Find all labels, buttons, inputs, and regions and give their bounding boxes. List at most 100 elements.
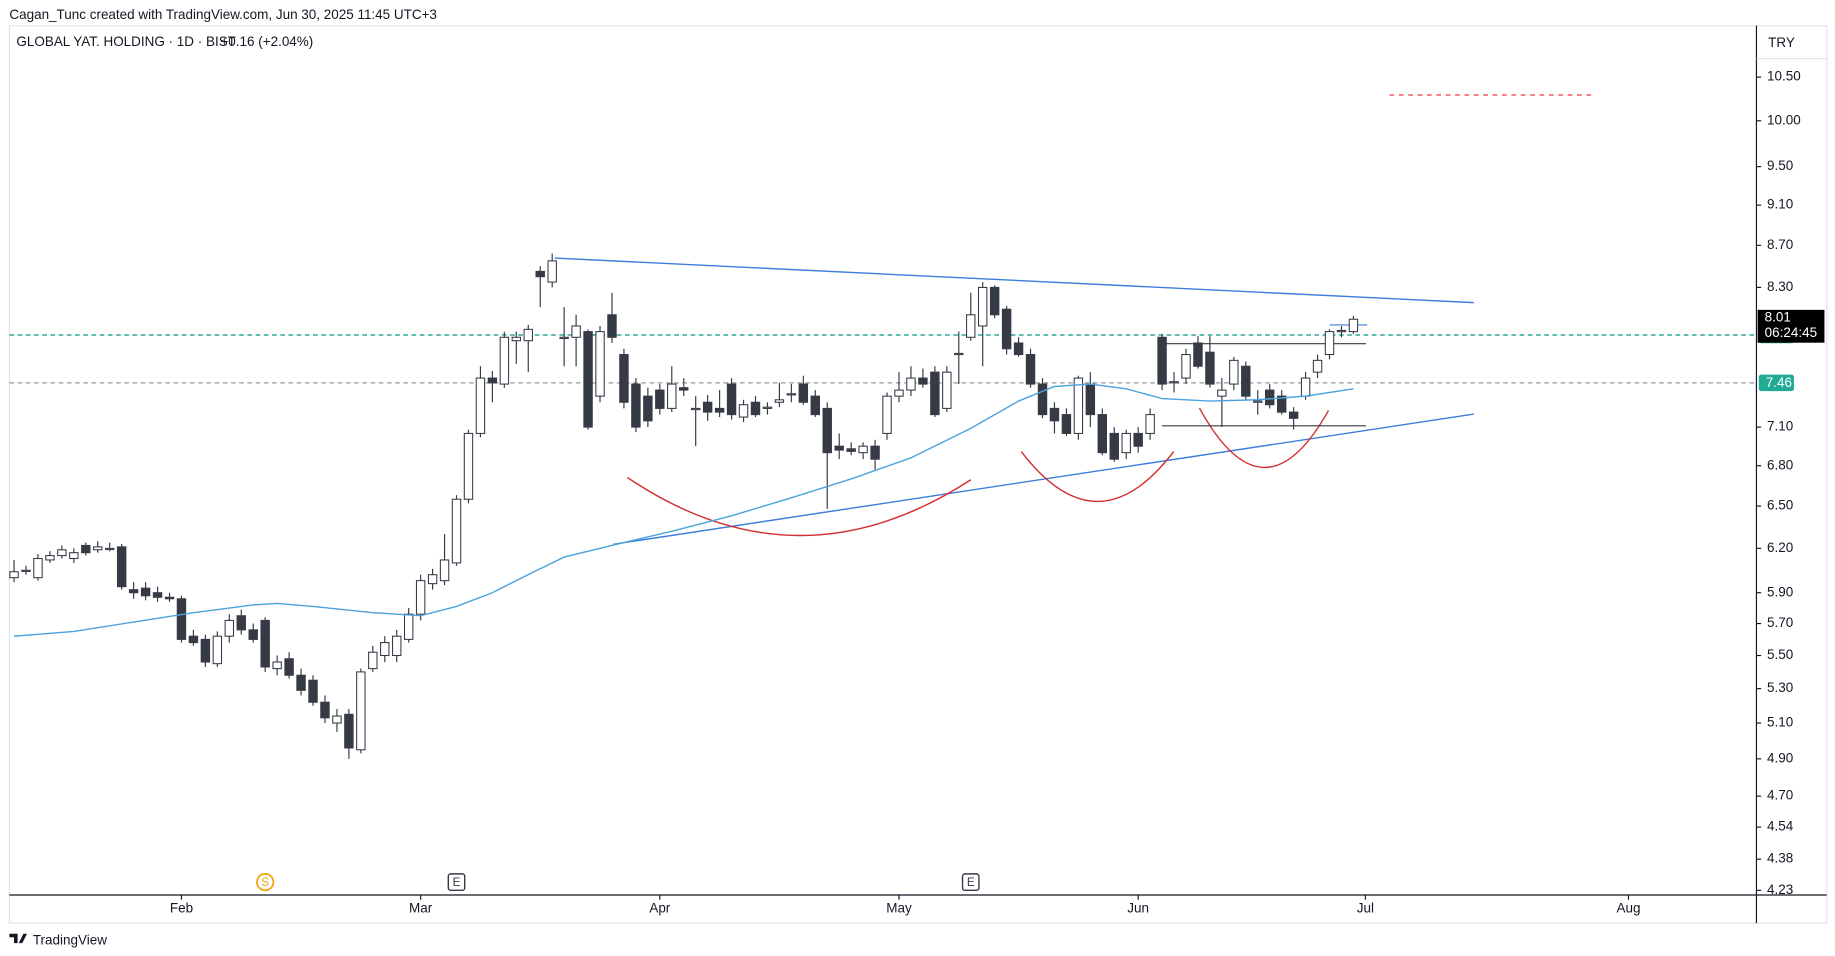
candle-body (1312, 359, 1323, 373)
y-tick-label: 5.30 (1767, 680, 1793, 695)
candle-body (989, 286, 1000, 316)
candle-body (1348, 318, 1359, 333)
price-level-label: 7.46 (1766, 375, 1792, 390)
candle-body (942, 371, 952, 409)
y-tick-label: 9.10 (1767, 197, 1793, 212)
candle-body (272, 661, 282, 670)
candle-body (1276, 395, 1287, 413)
brand-name: TradingView (33, 932, 107, 947)
candle-body (200, 638, 211, 663)
x-tick-label: Jun (1127, 901, 1149, 916)
cup-arc (1198, 407, 1330, 468)
candle-body (870, 445, 880, 460)
candle-body (750, 401, 761, 416)
y-tick-label: 6.20 (1767, 540, 1793, 555)
candle-body (152, 592, 163, 598)
candle-body (212, 635, 223, 665)
candle-body (1121, 432, 1131, 454)
y-tick-label: 9.50 (1767, 158, 1793, 173)
candle-body (392, 635, 402, 657)
candle-body (487, 377, 498, 384)
candle-body (1324, 331, 1335, 356)
candle-body (1013, 342, 1024, 356)
brand-logo (9, 933, 27, 944)
candle-body (1097, 414, 1108, 454)
candle-body (523, 328, 533, 342)
event-label: E (967, 876, 975, 889)
candle-body (1049, 407, 1060, 422)
candle-body (1253, 400, 1263, 403)
candle-body (105, 547, 115, 551)
candle-body (45, 555, 55, 561)
candle-body (439, 559, 450, 582)
candle-body (1241, 365, 1251, 397)
y-tick-label: 7.10 (1767, 419, 1793, 434)
candle-body (236, 615, 246, 631)
candle-body (332, 715, 342, 724)
y-tick-label: 10.50 (1767, 69, 1801, 84)
candle-body (1157, 336, 1167, 385)
plot (9, 94, 1757, 759)
y-tick-label: 5.90 (1767, 584, 1793, 599)
y-tick-label: 6.50 (1767, 498, 1793, 513)
candle-body (320, 701, 330, 719)
symbol: GLOBAL YAT. HOLDING · 1D · BIST (16, 34, 236, 49)
y-tick-label: 5.10 (1767, 715, 1793, 730)
x-tick-label: Jul (1357, 901, 1374, 916)
candle-body (1025, 354, 1036, 385)
candle-body (571, 325, 581, 338)
brand: TradingView (9, 932, 107, 947)
candle-body (846, 448, 856, 452)
credit: Cagan_Tunc created with TradingView.com,… (9, 7, 437, 22)
cup-arc (626, 476, 972, 537)
y-tick-label: 4.70 (1767, 788, 1793, 803)
candle-body (248, 629, 258, 640)
candle-body (1288, 411, 1299, 419)
candle-body (954, 352, 964, 356)
event-marker (447, 873, 466, 892)
candle-body (894, 389, 904, 397)
x-tick-label: May (886, 901, 912, 916)
candle-body (140, 587, 151, 597)
last-price-box (1757, 309, 1825, 343)
candle-body (906, 377, 916, 391)
candle-body (583, 331, 593, 428)
cup-arc (1020, 451, 1175, 502)
candle-body (463, 432, 474, 500)
candle-body (451, 498, 462, 564)
candle-body (81, 544, 91, 554)
candle-body (356, 671, 366, 751)
candle-body (1133, 432, 1143, 447)
y-tick-label: 5.70 (1767, 615, 1793, 630)
candle-body (882, 395, 892, 434)
candle-body (260, 619, 270, 668)
candle-body (679, 387, 689, 391)
candle-body (559, 336, 569, 339)
x-tick-label: Aug (1616, 901, 1640, 916)
candle-body (834, 445, 844, 451)
candle-body (1336, 329, 1347, 333)
last-price: 8.01 (1765, 310, 1791, 325)
candle-body (128, 589, 139, 594)
upper-trendline (554, 257, 1474, 304)
candle-body (57, 549, 67, 557)
candle-body (427, 574, 438, 585)
candle-body (977, 286, 988, 327)
x-tick-label: Feb (170, 901, 193, 916)
candle-body (1061, 414, 1072, 434)
lower-trendline (613, 413, 1474, 545)
candle-body (1073, 377, 1084, 434)
moving-average (14, 383, 1354, 637)
candle-body (607, 314, 617, 338)
candle-body (415, 580, 426, 615)
candle-body (499, 336, 510, 385)
y-tick-label: 8.30 (1767, 279, 1793, 294)
price-level-box (1758, 374, 1794, 392)
candle-body (1001, 308, 1012, 350)
candle-body (858, 445, 868, 454)
candle-body (667, 383, 677, 409)
candle-body (726, 383, 737, 416)
candle-body (810, 395, 820, 416)
candle-body (1145, 414, 1155, 434)
